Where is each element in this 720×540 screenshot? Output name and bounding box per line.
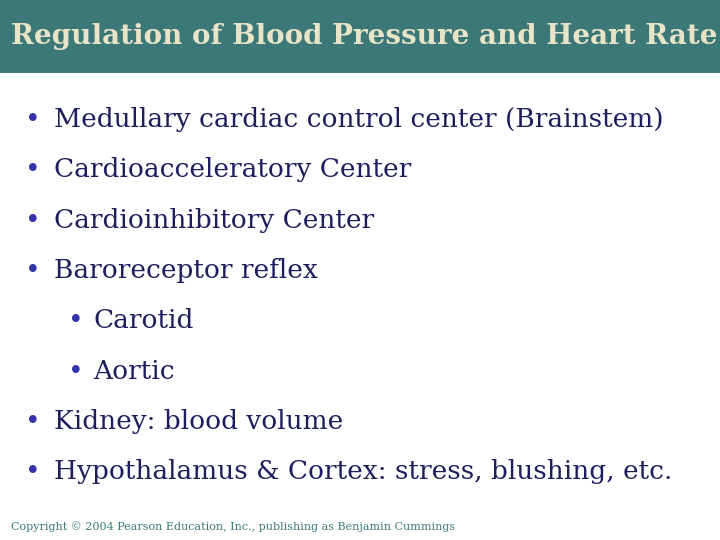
- Text: Cardioinhibitory Center: Cardioinhibitory Center: [54, 208, 374, 233]
- Text: •: •: [25, 107, 41, 132]
- Text: •: •: [25, 258, 41, 283]
- Text: •: •: [25, 158, 41, 183]
- Text: •: •: [25, 409, 41, 434]
- Text: Cardioacceleratory Center: Cardioacceleratory Center: [54, 158, 411, 183]
- Text: Copyright © 2004 Pearson Education, Inc., publishing as Benjamin Cummings: Copyright © 2004 Pearson Education, Inc.…: [11, 521, 455, 532]
- Text: Regulation of Blood Pressure and Heart Rate: Regulation of Blood Pressure and Heart R…: [11, 23, 717, 50]
- Text: Hypothalamus & Cortex: stress, blushing, etc.: Hypothalamus & Cortex: stress, blushing,…: [54, 459, 672, 484]
- Text: •: •: [25, 208, 41, 233]
- Text: Medullary cardiac control center (Brainstem): Medullary cardiac control center (Brains…: [54, 107, 664, 132]
- Text: Baroreceptor reflex: Baroreceptor reflex: [54, 258, 318, 283]
- Bar: [0, 0, 720, 73]
- Text: •: •: [25, 459, 41, 484]
- Text: •: •: [68, 359, 84, 383]
- Text: Kidney: blood volume: Kidney: blood volume: [54, 409, 343, 434]
- Text: Aortic: Aortic: [94, 359, 175, 383]
- Text: Carotid: Carotid: [94, 308, 194, 333]
- Text: •: •: [68, 308, 84, 333]
